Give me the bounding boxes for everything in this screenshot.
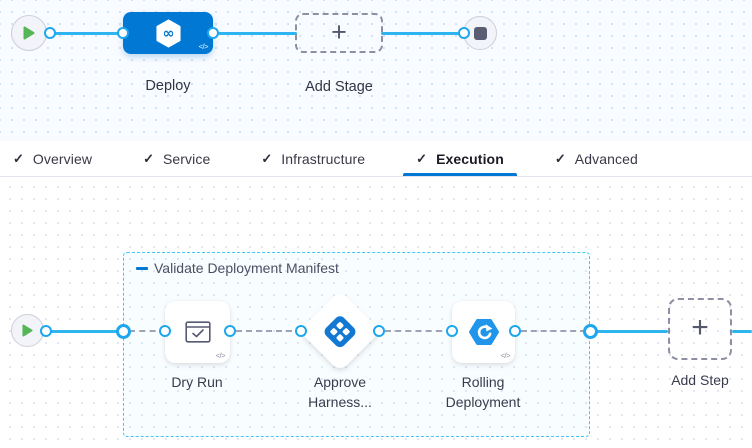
step-label-add-step: Add Step — [671, 372, 729, 388]
dry-run-icon — [184, 321, 211, 343]
tab-label: Service — [162, 150, 211, 167]
check-icon: ✓ — [554, 150, 566, 166]
add-step-button[interactable]: + — [668, 298, 732, 360]
play-icon — [22, 324, 33, 337]
code-view-icon[interactable]: </> — [215, 351, 226, 360]
exec-edge-line — [42, 329, 124, 333]
stage-label-deploy: Deploy — [145, 78, 191, 94]
stage-edge-line — [213, 31, 297, 35]
connector-dot — [509, 325, 521, 337]
connector-dot — [373, 325, 385, 337]
connector-dot — [446, 325, 458, 337]
tab-label: Execution — [436, 150, 504, 167]
tab-service[interactable]: ✓ Service — [130, 141, 223, 176]
connector-dot — [40, 325, 52, 337]
tab-label: Overview — [32, 150, 93, 167]
connector-dot — [295, 325, 307, 337]
step-label-approve-harness: Approve Harness... — [308, 374, 372, 411]
play-icon — [23, 26, 35, 40]
tab-infrastructure[interactable]: ✓ Infrastructure — [248, 141, 378, 176]
execution-graph-canvas: Validate Deployment Manifest </> — [0, 177, 752, 448]
group-boundary-connector — [582, 323, 598, 339]
stage-config-tabs: ✓ Overview ✓ Service ✓ Infrastructure ✓ … — [0, 141, 752, 177]
check-icon: ✓ — [143, 150, 154, 166]
tab-overview[interactable]: ✓ Overview — [0, 141, 105, 176]
code-view-icon[interactable]: </> — [198, 42, 209, 51]
exec-dashed-edge — [521, 330, 586, 332]
connector-dot — [207, 27, 219, 39]
stop-icon — [473, 26, 487, 40]
rolling-deployment-icon — [468, 319, 499, 345]
connector-dot — [117, 27, 129, 39]
stage-label-add-stage: Add Stage — [305, 79, 373, 95]
execution-start-node — [11, 314, 44, 347]
pipeline-start-node — [11, 15, 47, 51]
exec-edge-line — [594, 329, 668, 333]
group-boundary-connector — [115, 323, 131, 339]
exec-dashed-edge — [129, 330, 166, 332]
exec-dashed-edge — [385, 330, 452, 332]
stage-node-deploy[interactable]: ∞ </> — [123, 12, 213, 54]
connector-dot — [159, 325, 171, 337]
cd-stage-icon: ∞ — [155, 19, 181, 47]
step-group-validate-deployment-manifest[interactable]: Validate Deployment Manifest — [123, 252, 590, 437]
step-label-rolling-deployment: Rolling Deployment — [445, 374, 521, 411]
tab-label: Advanced — [574, 150, 638, 167]
add-stage-button[interactable]: + — [295, 13, 383, 53]
exec-edge-line — [732, 329, 752, 333]
check-icon: ✓ — [261, 150, 273, 166]
tab-execution[interactable]: ✓ Execution — [403, 141, 517, 176]
connector-dot — [44, 27, 56, 39]
stage-edge-line — [46, 31, 124, 35]
plus-icon: + — [691, 311, 709, 344]
stage-edge-line — [381, 31, 465, 35]
check-icon: ✓ — [416, 150, 428, 166]
svg-text:∞: ∞ — [162, 25, 174, 41]
code-view-icon[interactable]: </> — [500, 351, 511, 360]
plus-icon: + — [331, 16, 347, 47]
collapse-icon[interactable] — [136, 266, 148, 270]
tab-label: Infrastructure — [281, 150, 366, 167]
step-group-title[interactable]: Validate Deployment Manifest — [154, 260, 339, 276]
harness-approval-icon — [324, 315, 356, 347]
connector-dot — [458, 27, 470, 39]
step-node-rolling-deployment[interactable]: </> — [452, 301, 515, 363]
exec-dashed-edge — [236, 330, 302, 332]
step-group-header: Validate Deployment Manifest — [136, 260, 339, 276]
stage-graph-canvas: ∞ </> + Deploy Add Stage — [0, 0, 752, 141]
connector-dot — [224, 325, 236, 337]
step-label-dry-run: Dry Run — [171, 374, 223, 390]
tab-advanced[interactable]: ✓ Advanced — [542, 141, 651, 176]
step-node-approve-harness[interactable] — [298, 289, 382, 373]
check-icon: ✓ — [13, 150, 24, 166]
step-node-dry-run[interactable]: </> — [165, 301, 230, 363]
